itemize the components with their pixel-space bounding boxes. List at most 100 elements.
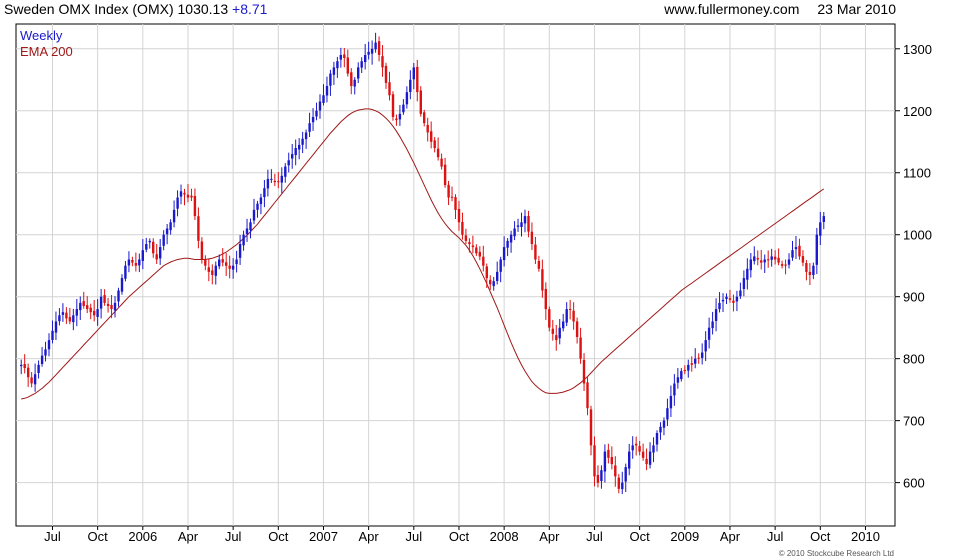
- candle-body: [47, 340, 51, 350]
- candle-body: [725, 296, 728, 299]
- candle-body: [756, 258, 759, 260]
- candle-body: [86, 305, 89, 310]
- candle-body: [617, 477, 620, 489]
- candle-body: [37, 364, 40, 373]
- candle-body: [235, 259, 238, 265]
- candle-body: [635, 443, 638, 446]
- candle-body: [197, 216, 200, 241]
- candle-body: [357, 67, 360, 79]
- candle-body: [767, 259, 770, 261]
- candle-body: [228, 265, 231, 269]
- candle-body: [211, 270, 214, 275]
- candle-body: [284, 166, 287, 177]
- candle-body: [402, 104, 405, 113]
- candle-body: [155, 254, 158, 260]
- change-value: +8.71: [232, 1, 268, 17]
- candle-body: [704, 340, 707, 352]
- candle-body: [103, 295, 106, 303]
- candle-body: [82, 301, 85, 306]
- candle-body: [482, 256, 485, 266]
- candle-body: [364, 55, 367, 63]
- candle-body: [683, 370, 686, 371]
- candle-body: [628, 451, 631, 469]
- candle-body: [621, 482, 624, 490]
- candle-body: [256, 203, 259, 210]
- candle-body: [242, 234, 245, 246]
- candle-body: [436, 148, 440, 158]
- y-tick-label: 700: [903, 414, 925, 429]
- candle-body: [593, 445, 596, 477]
- candle-body: [388, 82, 391, 96]
- candle-body: [530, 231, 534, 244]
- candle-body: [558, 327, 561, 339]
- x-tick-label: Jul: [767, 529, 784, 544]
- y-tick-label: 1100: [903, 166, 931, 181]
- candle-body: [607, 449, 610, 458]
- candle-body: [287, 160, 290, 166]
- candle-body: [353, 79, 356, 87]
- candle-body: [516, 225, 520, 227]
- candle-body: [784, 264, 787, 266]
- candle-body: [537, 261, 541, 269]
- x-tick-label: Jul: [44, 529, 61, 544]
- plot-frame: [15, 23, 896, 527]
- candle-body: [117, 290, 120, 302]
- candle-body: [746, 268, 749, 280]
- x-tick-label: Jul: [225, 529, 242, 544]
- candle-body: [461, 222, 464, 235]
- candle-body: [20, 364, 23, 367]
- candle-body: [714, 309, 718, 321]
- candle-body: [443, 164, 447, 186]
- candle-body: [822, 216, 825, 222]
- candle-body: [641, 451, 645, 458]
- x-tick-label: Oct: [449, 529, 470, 544]
- candle-body: [58, 315, 61, 322]
- candle-body: [589, 409, 593, 446]
- candle-body: [787, 259, 791, 265]
- candle-body: [711, 321, 714, 329]
- copyright: © 2010 Stockcube Research Ltd: [778, 549, 894, 558]
- y-tick-label: 600: [903, 476, 925, 491]
- candle-body: [124, 265, 127, 279]
- candle-body: [207, 267, 210, 272]
- candle-body: [690, 363, 693, 365]
- candle-body: [367, 51, 370, 55]
- site-url[interactable]: www.fullermoney.com: [664, 1, 800, 17]
- candle-body: [346, 57, 349, 74]
- candle-body: [513, 228, 516, 237]
- candle-body: [145, 244, 148, 250]
- candle-body: [489, 279, 492, 285]
- candle-body: [478, 251, 481, 257]
- candle-body: [565, 309, 568, 323]
- candle-body: [447, 184, 450, 198]
- candle-body: [190, 195, 193, 198]
- legend-weekly: Weekly: [20, 28, 63, 43]
- candle-body: [544, 288, 547, 310]
- candle-body: [65, 312, 68, 319]
- candle-body: [673, 383, 676, 396]
- candle-body: [186, 194, 190, 198]
- candle-body: [30, 377, 33, 384]
- candle-body: [450, 196, 454, 198]
- candle-body: [304, 132, 308, 140]
- candle-body: [200, 241, 204, 260]
- candle-body: [127, 259, 131, 266]
- candle-body: [791, 250, 794, 258]
- candle-body: [294, 148, 297, 156]
- candle-body: [430, 131, 433, 142]
- y-tick-label: 800: [903, 352, 925, 367]
- candle-body: [819, 222, 822, 236]
- candle-body: [454, 197, 457, 210]
- candle-body: [120, 278, 124, 292]
- candle-body: [138, 259, 141, 266]
- candle-body: [384, 65, 388, 83]
- candle-body: [176, 197, 179, 209]
- index-name: Sweden OMX Index (OMX): [4, 1, 174, 17]
- candle-body: [169, 222, 172, 231]
- x-tick-label: Oct: [630, 529, 651, 544]
- candle-body: [575, 321, 579, 337]
- candle-body: [54, 321, 58, 333]
- x-tick-label: Oct: [810, 529, 831, 544]
- candle-body: [509, 234, 513, 243]
